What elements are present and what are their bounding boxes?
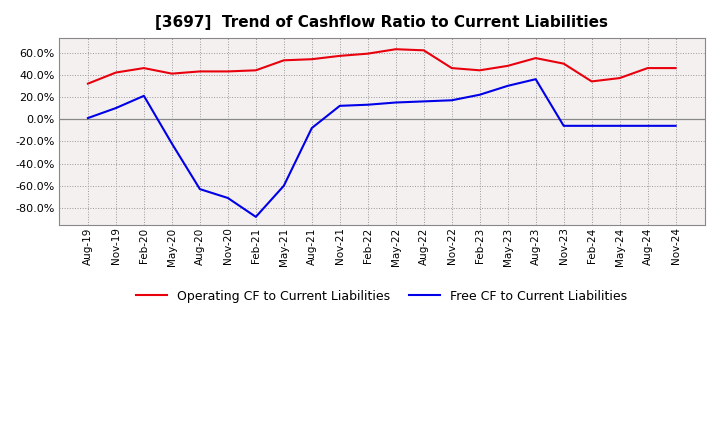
Operating CF to Current Liabilities (307, 57, 316, 62)
Operating CF to Current Liabilities (420, 48, 428, 53)
Free CF to Current Liabilities (336, 103, 344, 109)
Free CF to Current Liabilities (616, 123, 624, 128)
Operating CF to Current Liabilities (503, 63, 512, 69)
Free CF to Current Liabilities (168, 141, 176, 146)
Free CF to Current Liabilities (420, 99, 428, 104)
Operating CF to Current Liabilities (112, 70, 120, 75)
Free CF to Current Liabilities (84, 115, 92, 121)
Operating CF to Current Liabilities (588, 79, 596, 84)
Operating CF to Current Liabilities (671, 66, 680, 71)
Operating CF to Current Liabilities (84, 81, 92, 86)
Free CF to Current Liabilities (503, 83, 512, 88)
Operating CF to Current Liabilities (475, 68, 484, 73)
Operating CF to Current Liabilities (392, 47, 400, 52)
Free CF to Current Liabilities (447, 98, 456, 103)
Operating CF to Current Liabilities (223, 69, 232, 74)
Free CF to Current Liabilities (251, 214, 260, 220)
Free CF to Current Liabilities (364, 102, 372, 107)
Operating CF to Current Liabilities (559, 61, 568, 66)
Free CF to Current Liabilities (223, 195, 232, 201)
Operating CF to Current Liabilities (643, 66, 652, 71)
Legend: Operating CF to Current Liabilities, Free CF to Current Liabilities: Operating CF to Current Liabilities, Fre… (131, 285, 633, 308)
Operating CF to Current Liabilities (364, 51, 372, 56)
Free CF to Current Liabilities (671, 123, 680, 128)
Operating CF to Current Liabilities (251, 68, 260, 73)
Free CF to Current Liabilities (643, 123, 652, 128)
Operating CF to Current Liabilities (168, 71, 176, 76)
Free CF to Current Liabilities (140, 93, 148, 99)
Operating CF to Current Liabilities (140, 66, 148, 71)
Free CF to Current Liabilities (559, 123, 568, 128)
Operating CF to Current Liabilities (336, 53, 344, 59)
Free CF to Current Liabilities (196, 187, 204, 192)
Line: Free CF to Current Liabilities: Free CF to Current Liabilities (88, 79, 675, 217)
Operating CF to Current Liabilities (196, 69, 204, 74)
Free CF to Current Liabilities (475, 92, 484, 97)
Title: [3697]  Trend of Cashflow Ratio to Current Liabilities: [3697] Trend of Cashflow Ratio to Curren… (156, 15, 608, 30)
Free CF to Current Liabilities (279, 183, 288, 188)
Operating CF to Current Liabilities (447, 66, 456, 71)
Free CF to Current Liabilities (112, 106, 120, 111)
Line: Operating CF to Current Liabilities: Operating CF to Current Liabilities (88, 49, 675, 84)
Free CF to Current Liabilities (307, 125, 316, 131)
Free CF to Current Liabilities (392, 100, 400, 105)
Operating CF to Current Liabilities (279, 58, 288, 63)
Free CF to Current Liabilities (531, 77, 540, 82)
Free CF to Current Liabilities (588, 123, 596, 128)
Operating CF to Current Liabilities (531, 55, 540, 61)
Operating CF to Current Liabilities (616, 75, 624, 81)
